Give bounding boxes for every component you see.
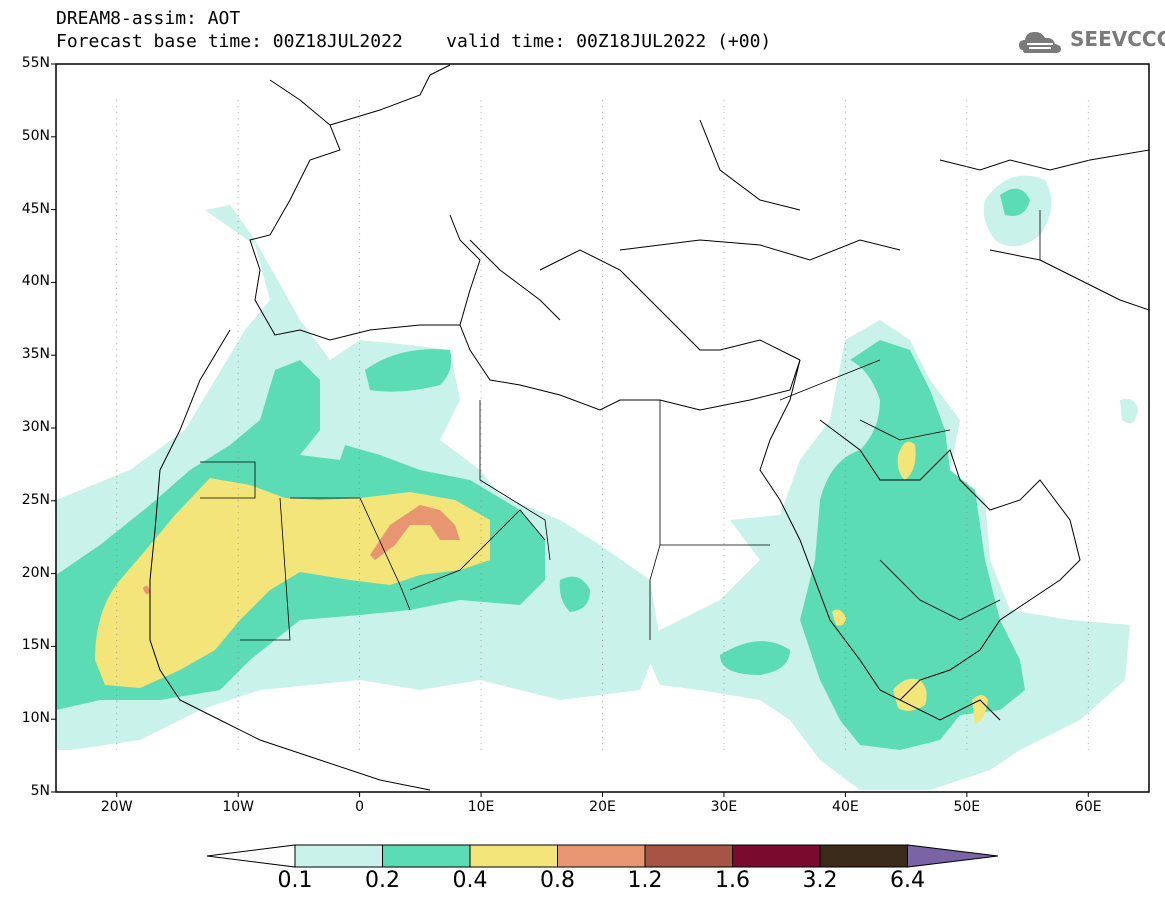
lat-label: 45N (21, 200, 50, 217)
coastlines (149, 64, 1149, 791)
lon-label: 20W (100, 799, 133, 815)
colorbar-min-arrow (206, 844, 296, 868)
valid-time: valid time: 00Z18JUL2022 (+00) (446, 31, 772, 52)
lon-label: 50E (953, 799, 981, 815)
logo-text: SEEVCCC (1070, 27, 1165, 51)
lon-label: 10E (467, 799, 495, 815)
aot-level-0.8 (143, 505, 460, 595)
colorbar-label: 6.4 (890, 868, 925, 893)
lat-label: 55N (21, 55, 50, 71)
colorbar-segment (819, 844, 908, 868)
base-time: Forecast base time: 00Z18JUL2022 (56, 31, 403, 52)
colorbar-label: 1.2 (627, 868, 663, 893)
lat-label: 15N (21, 637, 50, 654)
lon-label: 60E (1074, 799, 1102, 815)
colorbar-max-arrow (907, 844, 999, 868)
lon-label: 20E (589, 799, 616, 815)
lat-label: 5N (30, 783, 50, 799)
map-title: DREAM8-assim: AOT (56, 8, 241, 29)
colorbar-label: 1.6 (715, 868, 750, 893)
colorbar-segment (294, 844, 383, 868)
lat-label: 35N (21, 346, 50, 363)
colorbar-label: 0.4 (452, 868, 488, 893)
colorbar-segment (732, 844, 821, 868)
lat-label: 30N (21, 419, 50, 435)
colorbar-label: 0.8 (540, 868, 575, 893)
axis-ticks (51, 63, 1089, 797)
colorbar-segment (644, 844, 733, 868)
cloud-icon (1019, 32, 1061, 53)
colorbar-segment (382, 844, 471, 868)
lat-label: 40N (21, 273, 50, 290)
colorbar-label: 0.2 (365, 868, 400, 893)
lon-label: 0 (355, 799, 365, 815)
lon-label: 30E (710, 799, 738, 815)
time-info: Forecast base time: 00Z18JUL2022 valid t… (56, 31, 771, 53)
borders (200, 210, 1041, 641)
lat-label: 10N (21, 710, 50, 727)
colorbar-label: 3.2 (802, 868, 838, 893)
lat-label: 25N (21, 491, 50, 508)
colorbar-segment (557, 844, 646, 868)
aot-field (56, 64, 1149, 791)
grid (116, 100, 1089, 750)
lat-label: 50N (21, 127, 50, 144)
lon-label: 40E (832, 799, 859, 815)
colorbar-label: 0.1 (277, 868, 313, 893)
lon-label: 10W (222, 799, 254, 815)
colorbar-segment (469, 844, 558, 868)
lat-label: 20N (21, 564, 50, 581)
